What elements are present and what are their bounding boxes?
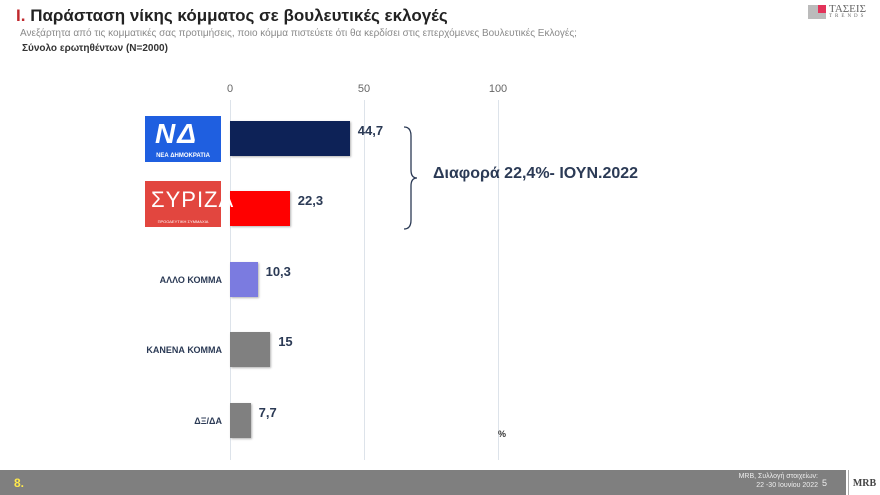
syriza-mark: ΣΥΡΙΖΑ — [151, 187, 235, 212]
gridline — [364, 100, 365, 460]
difference-annotation: Διαφορά 22,4%- ΙΟΥΝ.2022 — [433, 165, 639, 182]
nd-mark: ΝΔ — [155, 118, 199, 149]
nd-logo: ΝΔ ΝΕΑ ΔΗΜΟΚΡΑΤΙΑ — [145, 116, 221, 162]
title-text: Παράσταση νίκης κόμματος σε βουλευτικές … — [30, 6, 448, 25]
syriza-logo-text: ΠΡΟΟΔΕΥΤΙΚΗ ΣΥΜΜΑΧΙΑ — [157, 219, 209, 224]
category-label: ΑΛΛΟ ΚΟΜΜΑ — [159, 275, 222, 285]
bar — [230, 191, 290, 226]
brand-name: ΤΑΣΕΙΣ — [829, 3, 866, 15]
gridline — [498, 100, 499, 460]
x-tick-label: 100 — [488, 83, 508, 95]
data-label: 10,3 — [265, 264, 291, 279]
question-text: Ανεξάρτητα από τις κομματικές σας προτιμ… — [20, 28, 577, 39]
unit-label: % — [498, 429, 507, 439]
logo-mark-icon — [808, 4, 826, 19]
brand-sub: TRENDS — [829, 14, 867, 19]
sample-base: Σύνολο ερωτηθέντων (N=2000) — [22, 43, 168, 54]
category-label: ΚΑΝΕΝΑ ΚΟΜΜΑ — [146, 345, 222, 355]
source-line-1: MRB, Συλλογή στοιχείων: — [738, 473, 818, 480]
mrb-logo: MRB — [848, 470, 880, 495]
footer-bar — [0, 470, 846, 495]
bar — [230, 403, 251, 438]
footer-section: 8. — [14, 476, 25, 490]
x-tick-label: 0 — [226, 83, 234, 95]
section-number: I. — [16, 6, 26, 25]
x-tick-label: 50 — [357, 83, 371, 95]
data-label: 44,7 — [357, 123, 384, 138]
page-title: I. Παράσταση νίκης κόμματος σε βουλευτικ… — [16, 6, 448, 26]
page-number: 5 — [822, 478, 828, 488]
bar — [230, 121, 350, 156]
tasis-logo: ΤΑΣΕΙΣ TRENDS — [808, 4, 866, 19]
syriza-logo: ΣΥΡΙΖΑ ΠΡΟΟΔΕΥΤΙΚΗ ΣΥΜΜΑΧΙΑ — [145, 181, 233, 227]
brace-icon — [403, 126, 418, 230]
bar — [230, 262, 258, 297]
category-label: ΔΞ/ΔΑ — [194, 416, 222, 426]
nd-logo-text: ΝΕΑ ΔΗΜΟΚΡΑΤΙΑ — [156, 153, 210, 159]
source-line-2: 22 -30 Ιουνίου 2022 — [756, 482, 818, 489]
bar — [230, 332, 271, 367]
data-label: 22,3 — [297, 193, 324, 208]
footer-source: MRB, Συλλογή στοιχείων: 22 -30 Ιουνίου 20… — [739, 472, 818, 490]
data-label: 7,7 — [258, 405, 277, 420]
data-label: 15 — [278, 334, 293, 349]
